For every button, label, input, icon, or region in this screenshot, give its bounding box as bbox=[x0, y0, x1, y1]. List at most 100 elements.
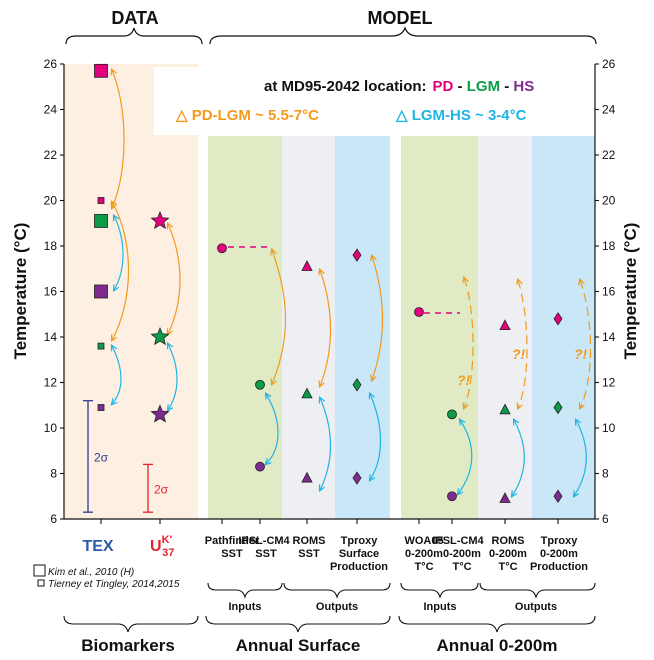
y-tick-label-right: 12 bbox=[602, 376, 616, 390]
question-marks: ?! ?! ?! bbox=[457, 346, 588, 388]
group-labels: Inputs Outputs Inputs Outputs Biomarkers… bbox=[81, 601, 557, 655]
point-tproxy_200-hs bbox=[553, 489, 563, 503]
point-tex-hs bbox=[97, 404, 105, 411]
point-tproxy_200-lgm bbox=[553, 400, 563, 415]
xlabel-woa05-2: 0-200m bbox=[405, 548, 443, 560]
legend-hs: HS bbox=[513, 78, 534, 95]
y-tick-label-right: 8 bbox=[602, 467, 609, 481]
y-tick-label-left: 10 bbox=[44, 421, 58, 435]
point-tex-hs bbox=[94, 284, 108, 299]
point-roms_200-hs bbox=[499, 492, 511, 503]
y-tick-label-left: 6 bbox=[50, 512, 57, 526]
xlabel-pathfinder-1: Pathfinder bbox=[205, 535, 260, 547]
xlabel-uk37-sub: 37 bbox=[162, 547, 174, 559]
legend-pd: PD bbox=[433, 78, 454, 95]
brace-model bbox=[209, 26, 597, 45]
point-pathfinder-pd bbox=[217, 243, 227, 254]
xlabel-woa05-1: WOA05 bbox=[404, 535, 443, 547]
point-ipsl_sst-hs bbox=[255, 461, 265, 472]
arrow-tex-lgm-hs-data bbox=[114, 216, 124, 290]
point-tproxy_surf-pd bbox=[352, 248, 362, 262]
xlabel-tproxy-200-1: Tproxy bbox=[541, 535, 579, 547]
question-mark-roms-200: ?! bbox=[512, 346, 526, 362]
xlabel-uk37-base: U bbox=[150, 538, 162, 555]
legend-dash1: - bbox=[453, 78, 466, 95]
label-biomarkers: Biomarkers bbox=[81, 636, 175, 655]
legend-delta-pd-lgm: △ PD-LGM ~ 5.5-7°C bbox=[175, 107, 319, 124]
label-inputs-surface: Inputs bbox=[229, 601, 262, 613]
xlabel-tproxy-200-3: Production bbox=[530, 561, 588, 573]
y-tick-label-right: 24 bbox=[602, 103, 616, 117]
brace-annual-200 bbox=[398, 615, 596, 633]
y-tick-label-left: 12 bbox=[44, 376, 58, 390]
tierney-square-icon bbox=[37, 579, 45, 587]
y-tick-label-right: 22 bbox=[602, 148, 616, 162]
xlabel-uk37: UK' 37 bbox=[150, 534, 174, 559]
y-axis-label-left: Temperature (°C) bbox=[11, 223, 30, 360]
legend-delta-lgm-hs: △ LGM-HS ~ 3-4°C bbox=[395, 107, 527, 124]
y-tick-label-left: 8 bbox=[50, 467, 57, 481]
label-outputs-surface: Outputs bbox=[316, 601, 358, 613]
arrow-surface-pd-lgm bbox=[272, 250, 287, 384]
point-tex-lgm bbox=[94, 214, 108, 228]
xlabel-tproxy-surf-2: Surface bbox=[339, 548, 379, 560]
legend-lgm: LGM bbox=[467, 78, 500, 95]
arrow-roms-pd-lgm bbox=[320, 270, 332, 386]
point-uk37-hs bbox=[150, 404, 170, 423]
y-axis-label-right: Temperature (°C) bbox=[621, 223, 640, 360]
point-woa05-pd bbox=[414, 307, 424, 317]
xlabel-roms-sst-1: ROMS bbox=[293, 535, 326, 547]
point-ipsl_sst-lgm bbox=[255, 379, 265, 390]
header-model: MODEL bbox=[368, 8, 433, 28]
point-tex-pd bbox=[94, 63, 108, 78]
brace-biomarkers bbox=[63, 615, 199, 633]
xlabel-pathfinder-2: SST bbox=[221, 548, 243, 560]
legend-location: at MD95-2042 location: bbox=[264, 78, 427, 95]
axes: 6 8 10 12 14 16 18 20 22 24 26 6 8 10 12 14 16 18 20 22 24 2… bbox=[11, 57, 640, 526]
error-bar-label-tex: 2σ bbox=[94, 450, 109, 464]
data-points bbox=[94, 63, 563, 503]
ref-kim: Kim et al., 2010 (H) bbox=[48, 567, 134, 578]
brace-data bbox=[65, 27, 203, 45]
y-tick-label-right: 18 bbox=[602, 239, 616, 253]
xlabel-roms-sst-2: SST bbox=[298, 548, 320, 560]
arrow-tex-pd-lgm-data bbox=[112, 70, 125, 208]
arrow-tproxy-lgm-hs bbox=[370, 394, 382, 480]
xlabel-ipsl-sst-2: SST bbox=[255, 548, 277, 560]
y-ticks-left: 6 8 10 12 14 16 18 20 22 24 26 bbox=[44, 57, 64, 526]
band-tproxy-200 bbox=[532, 136, 595, 519]
label-annual-200: Annual 0-200m bbox=[437, 636, 558, 655]
references: Kim et al., 2010 (H) Tierney et Tingley,… bbox=[33, 564, 180, 590]
arrow-200-pd-lgm bbox=[464, 278, 474, 408]
x-ticks bbox=[100, 519, 559, 524]
arrow-200-lgm-hs bbox=[458, 420, 473, 494]
point-roms_sst-hs bbox=[301, 471, 313, 483]
point-roms_sst-lgm bbox=[301, 387, 313, 399]
x-labels: TEX UK' 37 Pathfinder SST IPSL-CM4 SST RO… bbox=[82, 534, 588, 573]
legend-dash2: - bbox=[500, 78, 513, 95]
point-ipsl_200-hs bbox=[447, 491, 457, 502]
brace-inputs-200 bbox=[400, 582, 479, 599]
arrow-tex-lgm-hs-small bbox=[112, 346, 122, 404]
y-tick-label-right: 14 bbox=[602, 330, 616, 344]
y-tick-label-right: 16 bbox=[602, 285, 616, 299]
brace-outputs-surface bbox=[283, 582, 391, 599]
xlabel-woa05-3: T°C bbox=[414, 561, 433, 573]
label-outputs-200: Outputs bbox=[515, 601, 557, 613]
brace-annual-surface bbox=[205, 615, 391, 633]
xlabel-tproxy-surf-3: Production bbox=[330, 561, 388, 573]
xlabel-ipsl-200-2: 0-200m bbox=[443, 548, 481, 560]
point-roms_sst-pd bbox=[301, 260, 313, 271]
ref-tierney: Tierney et Tingley, 2014,2015 bbox=[48, 579, 180, 590]
point-tproxy_surf-hs bbox=[352, 471, 362, 485]
xlabel-ipsl-200-3: T°C bbox=[452, 561, 471, 573]
xlabel-tproxy-200-2: 0-200m bbox=[540, 548, 578, 560]
label-annual-surface: Annual Surface bbox=[236, 636, 361, 655]
kim-square-icon bbox=[33, 564, 46, 577]
y-tick-label-left: 26 bbox=[44, 57, 58, 71]
background-bands bbox=[64, 64, 595, 519]
arrows bbox=[112, 70, 592, 496]
xlabel-roms-200-3: T°C bbox=[498, 561, 517, 573]
point-roms_200-pd bbox=[499, 319, 511, 331]
